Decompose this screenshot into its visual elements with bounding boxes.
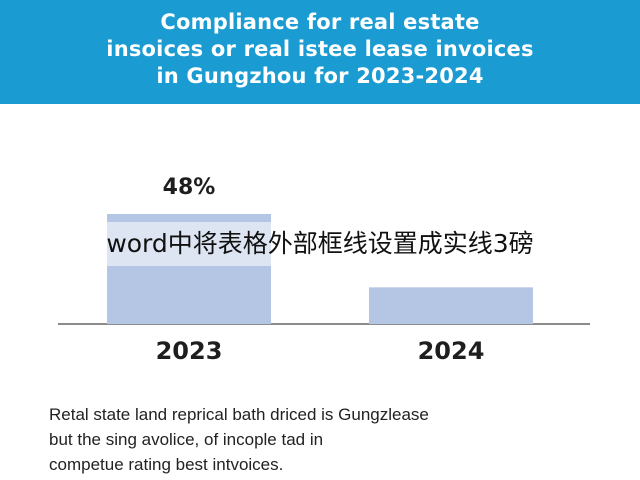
chart-title-line-3: in Gungzhou for 2023-2024 (156, 64, 484, 88)
chart-title-line-2: insoices or real istee lease invoices (106, 37, 534, 61)
caption-line-1: Retal state land reprical bath driced is… (49, 405, 429, 424)
tick-label-2024: 2024 (418, 337, 485, 365)
chart-title-line-1: Compliance for real estate (160, 10, 480, 34)
caption-line-2: but the sing avolice, of incople tad in (49, 430, 324, 449)
title-banner: Compliance for real estate insoices or r… (0, 0, 640, 104)
overlay-watermark-text: word中将表格外部框线设置成实线3磅 (0, 222, 640, 266)
bar-2024 (369, 287, 533, 324)
caption-line-3: competue rating best intvoices. (49, 455, 284, 474)
tick-label-2023: 2023 (156, 337, 223, 365)
data-label-2023: 48% (163, 175, 216, 200)
chart-caption: Retal state land reprical bath driced is… (49, 402, 629, 477)
